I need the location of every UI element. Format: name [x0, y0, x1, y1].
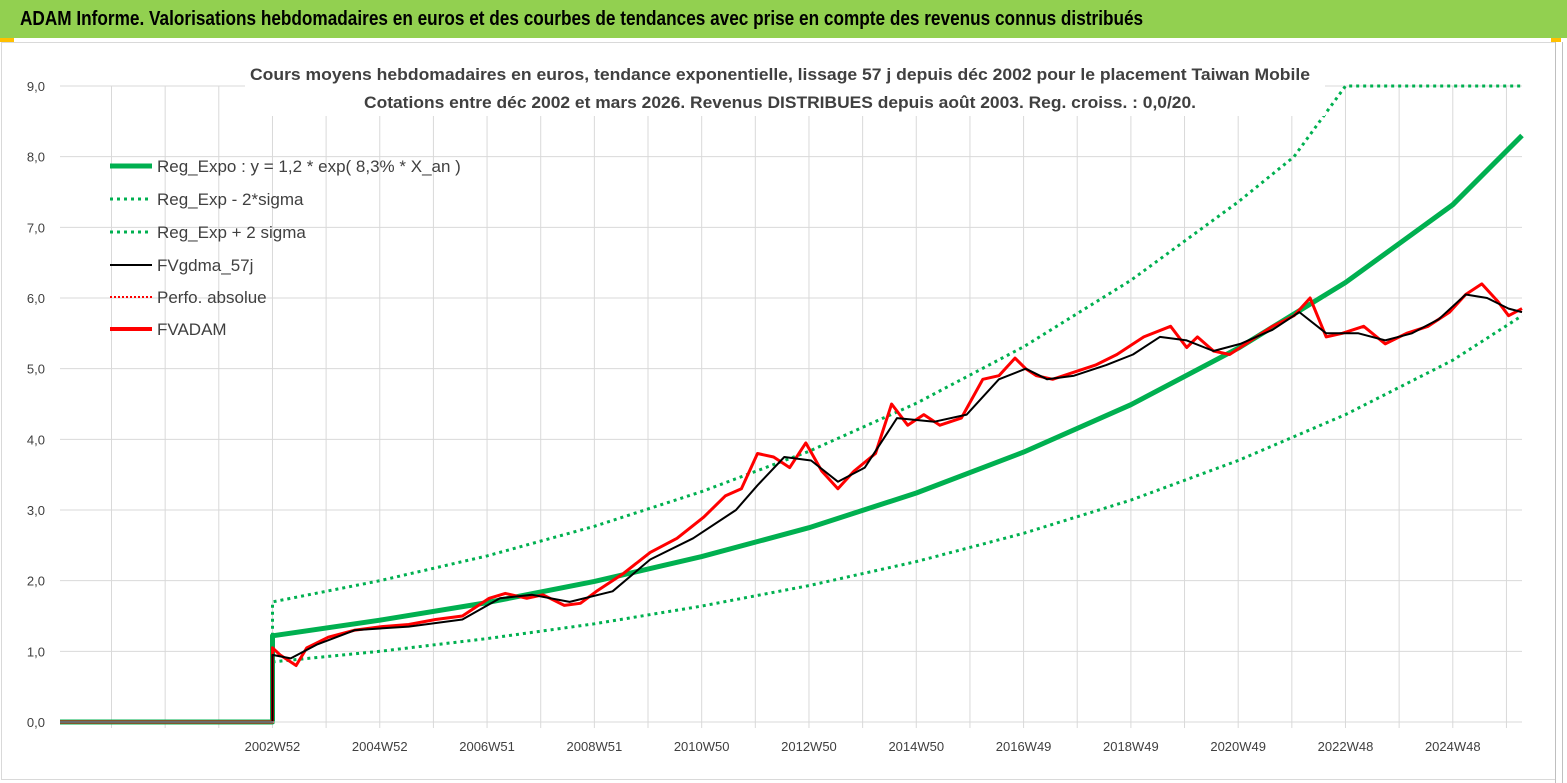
y-tick-label: 2,0	[27, 574, 45, 589]
x-tick-label: 2004W52	[352, 739, 408, 754]
x-tick-label: 2018W49	[1103, 739, 1159, 754]
chart-subtitle: Cotations entre déc 2002 et mars 2026. R…	[364, 93, 1196, 112]
accent-bar-right	[1551, 38, 1561, 42]
series-line-adam	[60, 282, 1523, 724]
x-tick-label: 2022W48	[1318, 739, 1374, 754]
page-title: ADAM Informe. Valorisations hebdomadaire…	[20, 8, 1144, 30]
x-tick-label: 2016W49	[996, 739, 1052, 754]
legend-label-adam: FVADAM	[157, 320, 227, 339]
x-tick-label: 2010W50	[674, 739, 730, 754]
legend-item-perfo: Perfo. absolue	[110, 288, 267, 307]
series-line-gdma	[60, 293, 1523, 723]
legend-label-gdma: FVgdma_57j	[157, 256, 253, 275]
x-axis: 2002W52 2004W52 2006W51 2008W51 2010W50 2012W…	[60, 721, 1522, 754]
vertical-scrollbar[interactable]	[1555, 42, 1563, 783]
x-tick-label: 2014W50	[888, 739, 944, 754]
series-line-reg-minus	[272, 314, 1523, 664]
x-tick-label: 2006W51	[459, 739, 515, 754]
legend-item-reg-minus: Reg_Exp - 2*sigma	[110, 190, 304, 209]
legend-label-reg-plus: Reg_Exp + 2 sigma	[157, 223, 306, 242]
legend-label-reg-expo: Reg_Expo : y = 1,2 * exp( 8,3% * X_an )	[157, 157, 461, 176]
title-background	[245, 60, 1325, 116]
y-tick-label: 9,0	[27, 79, 45, 94]
y-tick-label: 1,0	[27, 644, 45, 659]
grid	[60, 85, 1522, 728]
x-tick-label: 2024W48	[1425, 739, 1481, 754]
y-axis: 0,0 1,0 2,0 3,0 4,0 5,0 6,0 7,0 8,0 9,0	[27, 79, 45, 730]
y-tick-label: 4,0	[27, 432, 45, 447]
chart-title: Cours moyens hebdomadaires en euros, ten…	[250, 65, 1310, 84]
y-tick-label: 0,0	[27, 715, 45, 730]
legend-item-adam: FVADAM	[110, 320, 227, 339]
series-line-reg-expo	[60, 133, 1524, 725]
series-layer	[60, 84, 1524, 725]
y-tick-label: 6,0	[27, 291, 45, 306]
legend-item-reg-plus: Reg_Exp + 2 sigma	[110, 223, 306, 242]
series-line-reg-plus	[271, 84, 1522, 636]
legend-item-gdma: FVgdma_57j	[110, 256, 253, 275]
legend-label-reg-minus: Reg_Exp - 2*sigma	[157, 190, 304, 209]
y-tick-label: 7,0	[27, 220, 45, 235]
legend-item-reg-expo: Reg_Expo : y = 1,2 * exp( 8,3% * X_an )	[110, 157, 461, 176]
page-header: ADAM Informe. Valorisations hebdomadaire…	[0, 0, 1567, 38]
x-tick-label: 2012W50	[781, 739, 837, 754]
x-tick-label: 2020W49	[1210, 739, 1266, 754]
x-tick-label: 2008W51	[567, 739, 623, 754]
accent-bar-left	[0, 38, 14, 42]
y-tick-label: 5,0	[27, 362, 45, 377]
legend-label-perfo: Perfo. absolue	[157, 288, 267, 307]
x-tick-label: 2002W52	[245, 739, 301, 754]
legend: Reg_Expo : y = 1,2 * exp( 8,3% * X_an ) …	[110, 157, 461, 339]
y-tick-label: 8,0	[27, 150, 45, 165]
y-tick-label: 3,0	[27, 503, 45, 518]
